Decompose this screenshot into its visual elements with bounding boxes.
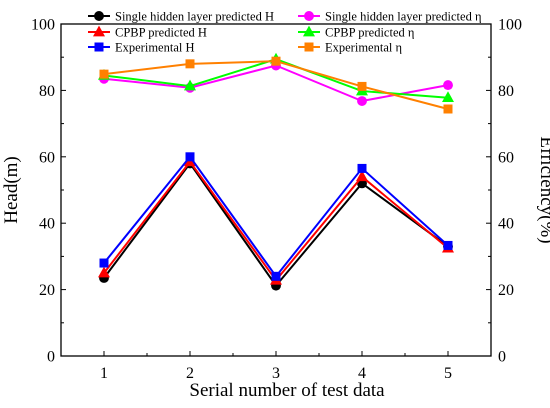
legend-item: Single hidden layer predicted H: [88, 10, 274, 24]
x-tick-label: 1: [100, 365, 108, 382]
x-tick-label: 2: [186, 365, 194, 382]
legend-marker: [304, 42, 314, 52]
data-point: [357, 163, 367, 173]
legend-label: Experimental H: [115, 41, 195, 55]
data-point: [441, 91, 455, 103]
legend-label: Experimental η: [325, 41, 402, 55]
x-axis-label: Serial number of test data: [189, 380, 385, 401]
data-point: [271, 271, 281, 281]
plot-frame: [60, 23, 492, 357]
y-left-tick-label: 40: [39, 216, 55, 233]
y-axis-left: 0 20 40 60 80 100: [31, 17, 66, 366]
y-axis-right: 0 20 40 60 80 100: [486, 17, 522, 366]
data-point: [271, 56, 281, 66]
legend-marker: [302, 25, 316, 37]
y-left-tick-label: 80: [39, 83, 55, 100]
y-left-tick-label: 0: [47, 349, 55, 366]
x-tick-label: 5: [444, 365, 452, 382]
legend-label: CPBP predicted η: [325, 26, 414, 40]
data-point: [355, 170, 369, 182]
data-point: [443, 80, 453, 91]
series-line: [103, 155, 449, 278]
legend-label: Single hidden layer predicted η: [325, 10, 482, 24]
series-6: [99, 56, 453, 114]
data-point: [443, 240, 453, 250]
data-point: [185, 152, 195, 162]
data-point: [99, 69, 109, 79]
legend-item: Experimental η: [298, 41, 402, 55]
legend-label: CPBP predicted H: [115, 26, 207, 40]
data-point: [183, 79, 197, 91]
y-right-tick-label: 40: [498, 216, 514, 233]
series-line: [103, 160, 449, 282]
y-right-tick-label: 100: [498, 17, 522, 34]
legend-label: Single hidden layer predicted H: [115, 10, 274, 24]
legend: Single hidden layer predicted H CPBP pred…: [88, 10, 482, 55]
plot-border: [60, 23, 492, 357]
y-right-tick-label: 80: [498, 83, 514, 100]
legend-marker: [94, 42, 104, 52]
y-right-tick-label: 60: [498, 149, 514, 166]
y-right-tick-label: 0: [498, 349, 506, 366]
series-2: [97, 155, 455, 285]
legend-item: CPBP predicted H: [88, 26, 207, 40]
legend-item: Single hidden layer predicted η: [298, 10, 482, 24]
data-point: [185, 59, 195, 69]
y-axis-left-label: Head(m): [1, 156, 22, 224]
data-point: [357, 81, 367, 91]
x-tick-label: 3: [272, 365, 280, 382]
y-left-tick-label: 60: [39, 149, 55, 166]
y-axis-right-label: Efficiency(%): [536, 136, 550, 243]
data-point: [357, 96, 367, 106]
series-line: [103, 161, 449, 288]
x-tick-label: 4: [358, 365, 366, 382]
data-point: [99, 258, 109, 268]
series-3: [99, 152, 453, 281]
x-axis: 1 2 3 4 5: [100, 351, 452, 382]
y-left-tick-label: 100: [31, 17, 55, 34]
legend-marker: [94, 11, 104, 21]
y-left-tick-label: 20: [39, 282, 55, 299]
series-4: [99, 60, 453, 106]
y-right-tick-label: 20: [498, 282, 514, 299]
legend-marker: [92, 25, 106, 37]
series-layer: [97, 52, 455, 291]
legend-marker: [304, 11, 314, 21]
legend-item: Experimental H: [88, 41, 195, 55]
data-point: [443, 104, 453, 114]
series-1: [99, 158, 453, 291]
legend-item: CPBP predicted η: [298, 26, 414, 40]
data-point: [97, 266, 111, 278]
